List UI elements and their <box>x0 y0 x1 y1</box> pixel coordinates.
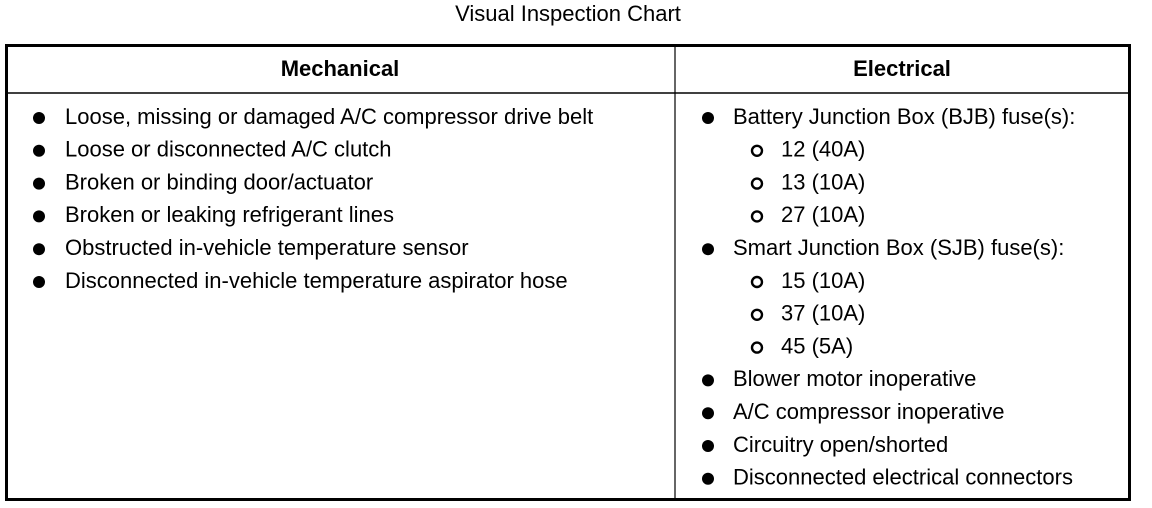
sub-bullet <box>750 210 764 223</box>
list-item: Smart Junction Box (SJB) fuse(s): <box>733 235 1064 260</box>
sub-bullet <box>750 275 764 289</box>
sub-item: 27 (10A) <box>781 202 865 227</box>
sub-item: 12 (40A) <box>781 137 865 162</box>
list-item: Circuitry open/shorted <box>733 432 948 457</box>
list-item: Loose or disconnected A/C clutch <box>65 137 392 162</box>
title: Visual Inspection Chart <box>455 1 681 26</box>
list-item: Broken or binding door/actuator <box>65 169 373 194</box>
bullet <box>33 144 45 157</box>
sub-item: 13 (10A) <box>781 169 865 194</box>
sub-bullet <box>750 341 764 354</box>
bullet <box>702 407 714 420</box>
list-item: Broken or leaking refrigerant lines <box>65 202 394 227</box>
sub-item: 15 (10A) <box>781 268 865 293</box>
bullet <box>33 112 45 124</box>
sub-item: 45 (5A) <box>781 333 853 358</box>
list-item: Loose, missing or damaged A/C compressor… <box>65 104 593 129</box>
bullet <box>33 276 45 288</box>
list-item: Obstructed in-vehicle temperature sensor <box>65 235 469 260</box>
header: Mechanical <box>281 56 400 81</box>
bullet <box>33 177 45 190</box>
sub-bullet <box>750 177 764 190</box>
bullet <box>702 440 714 452</box>
list-item: Battery Junction Box (BJB) fuse(s): <box>733 104 1075 129</box>
sub-bullet <box>750 308 764 321</box>
bullet <box>33 210 45 223</box>
bullet <box>702 243 714 256</box>
bullet <box>702 374 714 387</box>
list-item: A/C compressor inoperative <box>733 399 1004 424</box>
bullet <box>33 243 45 256</box>
list-item: Blower motor inoperative <box>733 366 976 391</box>
header: Electrical <box>853 56 951 81</box>
bullet <box>702 112 714 124</box>
list-item: Disconnected electrical connectors <box>733 465 1073 490</box>
bullet <box>702 472 714 485</box>
list-item: Disconnected in-vehicle temperature aspi… <box>65 268 568 293</box>
table-border <box>5 44 1131 501</box>
sub-bullet <box>750 144 764 158</box>
sub-item: 37 (10A) <box>781 301 865 326</box>
